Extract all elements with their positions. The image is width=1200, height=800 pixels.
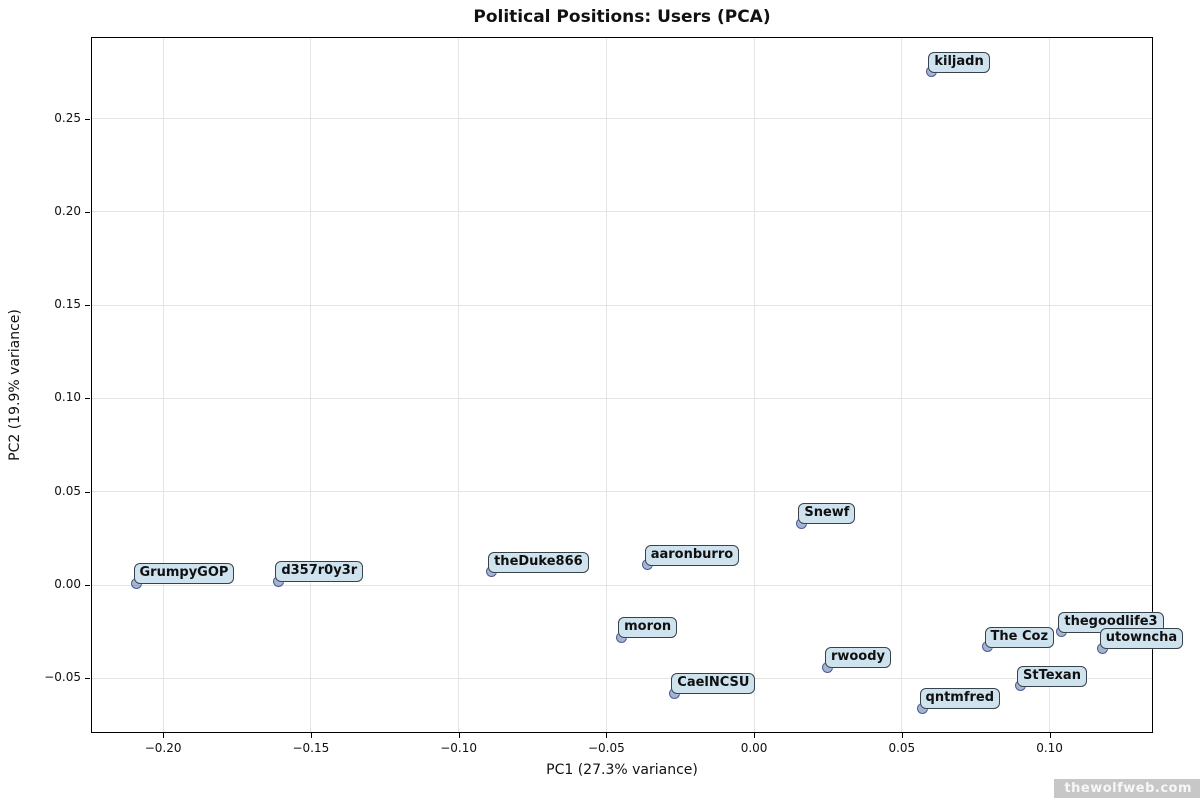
y-tick-mark (85, 211, 90, 213)
point-label: CaelNCSU (671, 673, 756, 695)
y-gridline (92, 397, 1152, 399)
point-label: aaronburro (644, 544, 740, 566)
y-gridline (92, 584, 1152, 586)
x-tick-label: −0.20 (144, 741, 182, 755)
x-gridline (605, 38, 607, 732)
x-tick-mark (606, 733, 608, 738)
x-tick-label: −0.15 (292, 741, 330, 755)
y-gridline (92, 118, 1152, 120)
y-tick-label: 0.10 (54, 390, 81, 405)
point-label: Snewf (798, 503, 856, 525)
x-tick-mark (754, 733, 756, 738)
watermark-badge: thewolfweb.com (1054, 779, 1200, 798)
y-gridline (92, 304, 1152, 306)
y-tick-label: −0.05 (44, 670, 81, 685)
point-label: moron (618, 617, 678, 639)
x-tick-mark (310, 733, 312, 738)
x-tick-mark (163, 733, 165, 738)
x-tick-mark (458, 733, 460, 738)
y-tick-mark (85, 118, 90, 120)
point-label: kiljadn (928, 51, 990, 73)
x-tick-label: 0.00 (740, 741, 768, 755)
point-label: GrumpyGOP (133, 563, 235, 585)
y-gridline (92, 677, 1152, 679)
x-gridline (753, 38, 755, 732)
x-tick-label: −0.10 (440, 741, 477, 755)
y-tick-label: 0.05 (54, 483, 81, 498)
x-tick-label: 0.05 (888, 741, 916, 755)
x-gridline (310, 38, 312, 732)
y-tick-mark (85, 585, 90, 587)
point-label: d357r0y3r (275, 561, 364, 583)
point-label: StTexan (1017, 665, 1087, 687)
plot-area (91, 37, 1153, 733)
x-gridline (458, 38, 460, 732)
y-tick-mark (85, 305, 90, 307)
x-gridline (901, 38, 903, 732)
y-tick-mark (85, 678, 90, 680)
point-label: theDuke866 (488, 551, 589, 573)
chart-title: Political Positions: Users (PCA) (473, 7, 771, 27)
point-label: utowncha (1099, 628, 1184, 650)
point-label: The Coz (984, 626, 1055, 648)
y-gridline (92, 211, 1152, 213)
y-tick-label: 0.25 (54, 110, 81, 125)
x-tick-label: −0.05 (587, 741, 625, 755)
point-label: qntmfred (919, 688, 1001, 710)
x-tick-mark (1049, 733, 1051, 738)
x-gridline (162, 38, 164, 732)
y-gridline (92, 491, 1152, 493)
y-tick-label: 0.15 (54, 297, 81, 312)
y-tick-mark (85, 491, 90, 493)
y-tick-mark (85, 398, 90, 400)
x-tick-label: 0.10 (1036, 741, 1063, 755)
y-tick-label: 0.00 (54, 577, 81, 592)
x-gridline (1049, 38, 1051, 732)
x-tick-mark (901, 733, 903, 738)
x-axis-label: PC1 (27.3% variance) (546, 762, 698, 778)
y-tick-label: 0.20 (54, 203, 81, 218)
point-label: rwoody (824, 647, 892, 669)
